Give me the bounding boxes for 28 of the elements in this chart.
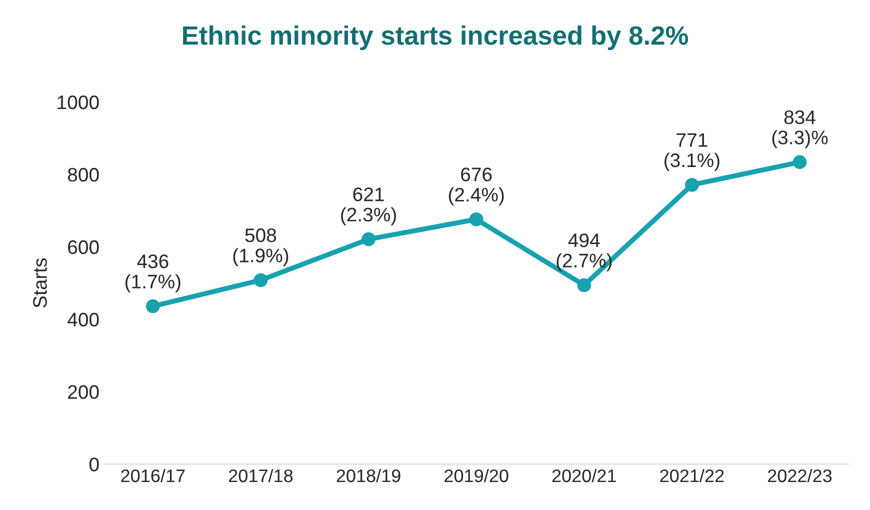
point	[146, 299, 160, 314]
point	[254, 273, 268, 288]
x-tick-label: 2016/17	[121, 468, 185, 482]
y-tick-label: 0	[89, 458, 99, 472]
y-tick-label: 200	[68, 385, 99, 399]
x-tick-label: 2020/21	[552, 468, 616, 482]
x-tick-label: 2019/20	[444, 468, 508, 482]
chart-title: Ethnic minority starts increased by 8.2%	[183, 26, 688, 50]
x-tick-label: 2021/22	[660, 468, 724, 482]
x-tick-label: 2017/18	[228, 468, 293, 482]
data-label: 436 (1.7%)	[125, 254, 180, 292]
data-label: 771 (3.1%)	[664, 133, 720, 172]
y-tick-label: 400	[68, 312, 99, 326]
point	[684, 178, 699, 192]
point	[469, 212, 484, 226]
data-label: 621 (2.3%)	[341, 187, 396, 226]
point	[792, 155, 807, 170]
y-tick-label: 800	[68, 168, 99, 182]
point	[362, 232, 376, 246]
data-label: 676 (2.4%)	[448, 168, 504, 206]
data-label: 834 (3.3)%	[772, 110, 828, 148]
x-tick-label: 2022/23	[768, 468, 832, 482]
data-label: 508 (1.9%)	[233, 228, 288, 266]
x-tick-label: 2018/19	[336, 468, 400, 482]
point	[577, 278, 592, 292]
y-tick-label: 600	[68, 240, 99, 254]
y-axis-title: Starts	[33, 258, 47, 308]
y-tick-label: 1000	[58, 95, 99, 110]
